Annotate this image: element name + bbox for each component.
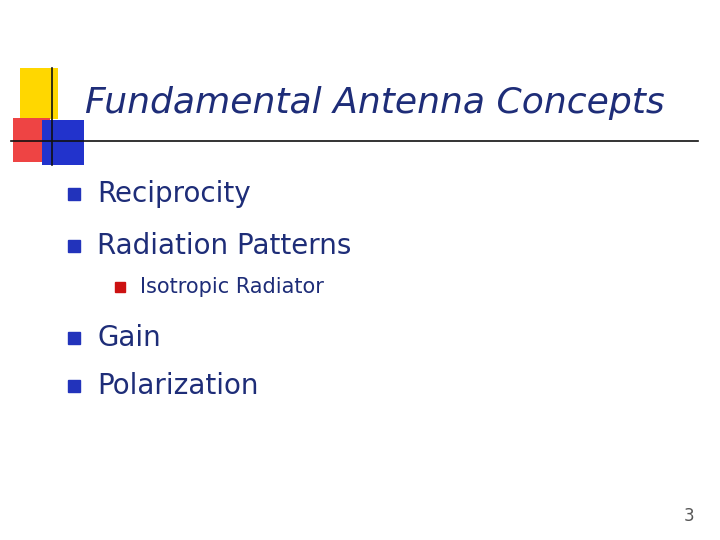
Text: Gain: Gain	[97, 323, 161, 352]
Text: Polarization: Polarization	[97, 372, 258, 400]
Text: Radiation Patterns: Radiation Patterns	[97, 232, 351, 260]
Text: Reciprocity: Reciprocity	[97, 180, 251, 208]
Bar	[49, 120, 70, 165]
Bar	[13, 118, 50, 162]
Text: Fundamental Antenna Concepts: Fundamental Antenna Concepts	[85, 86, 665, 119]
Text: 3: 3	[684, 507, 695, 525]
Text: Isotropic Radiator: Isotropic Radiator	[140, 277, 324, 298]
Bar	[42, 120, 84, 165]
Bar	[20, 68, 58, 119]
